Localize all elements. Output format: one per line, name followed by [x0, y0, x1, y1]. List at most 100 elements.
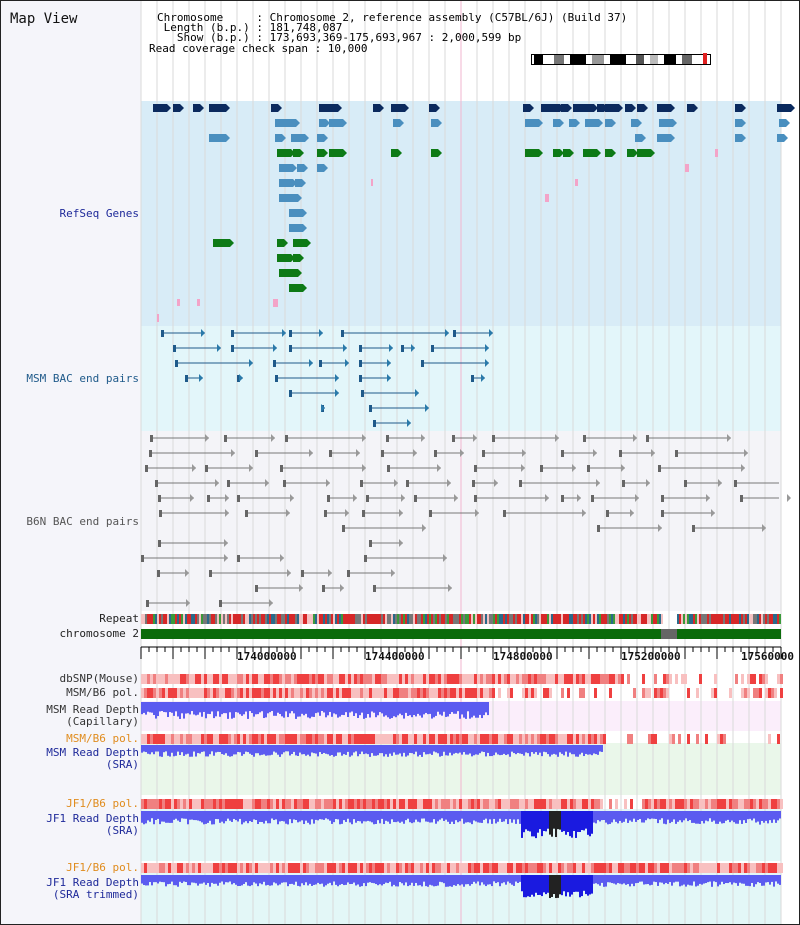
bac-end-arrow — [340, 584, 344, 592]
gene-feature — [297, 164, 304, 172]
bac-end-marker — [237, 495, 240, 502]
jf1-b6-pol-label[interactable]: JF1/B6 pol. — [66, 797, 139, 810]
jf1-b6-pol-trimmed-band — [762, 863, 765, 873]
b6n-bac-end-pairs-label[interactable]: B6N BAC end pairs — [26, 515, 139, 528]
msm-depth-sra-bar — [451, 745, 453, 756]
jf1-b6-pol-trimmed-band — [501, 863, 504, 873]
jf1-b6-pol-trimmed-band — [219, 863, 222, 873]
msm-depth-capillary-bar — [273, 702, 275, 716]
jf1-read-depth-sra-label[interactable]: JF1 Read Depth (SRA) — [46, 812, 139, 837]
jf1-depth-sra-bar — [151, 811, 153, 819]
repeat-band — [555, 614, 557, 624]
msm-depth-capillary-bar — [395, 702, 397, 718]
msm-depth-capillary-bar — [263, 702, 265, 719]
jf1-depth-trimmed-bar — [363, 875, 365, 884]
msm-b6-pol-band — [729, 688, 732, 698]
jf1-b6-pol-trimmed-band — [462, 863, 465, 873]
dbsnp-label[interactable]: dbSNP(Mouse) — [59, 672, 139, 685]
jf1-depth-trimmed-bar — [631, 875, 633, 884]
jf1-b6-pol-band — [387, 799, 390, 809]
repeat-band — [739, 614, 741, 624]
gene-feature — [631, 119, 638, 127]
msm-depth-sra-bar — [395, 745, 397, 755]
msm-read-depth-capillary-label[interactable]: MSM Read Depth (Capillary) — [46, 703, 139, 728]
jf1-b6-pol-band — [558, 799, 561, 809]
jf1-depth-trimmed-bar — [395, 875, 397, 887]
msm-bac-end-pairs-label[interactable]: MSM BAC end pairs — [26, 372, 139, 385]
bac-end-marker — [283, 480, 286, 487]
dbsnp-density-band — [279, 674, 282, 684]
jf1-depth-sra-bar — [545, 811, 547, 832]
repeat-band — [195, 614, 197, 624]
bac-end-arrow — [249, 464, 253, 472]
repeat-label[interactable]: Repeat — [99, 612, 139, 625]
jf1-b6-pol-trimmed-band — [666, 863, 669, 873]
msm-b6-pol-band — [426, 688, 429, 698]
gene-strand-arrow — [560, 119, 564, 127]
msm-b6-pol-band — [228, 688, 231, 698]
gene-feature — [289, 224, 303, 232]
msm-depth-capillary-bar — [241, 702, 243, 716]
jf1-b6-pol-band — [393, 799, 396, 809]
jf1-b6-pol-band — [759, 799, 762, 809]
jf1-depth-trimmed-bar — [419, 875, 421, 886]
jf1-b6-pol-trimmed-band — [441, 863, 444, 873]
chromosome-label[interactable]: chromosome 2 — [59, 627, 139, 640]
jf1-b6-pol-trimmed-band — [234, 863, 237, 873]
jf1-depth-trimmed-bar — [291, 875, 293, 884]
msm-b6-pol-band — [648, 688, 651, 698]
jf1-b6-pol-trimmed-band — [333, 863, 336, 873]
msm-depth-capillary-bar — [235, 702, 237, 713]
jf1-depth-trimmed-bar — [247, 875, 249, 886]
msm-b6-pol-sra-label[interactable]: MSM/B6 pol. — [66, 732, 139, 745]
bac-end-marker — [227, 480, 230, 487]
dbsnp-density-band — [264, 674, 267, 684]
jf1-depth-trimmed-bar — [313, 875, 315, 885]
msm-depth-sra-bar — [407, 745, 409, 756]
repeat-band — [493, 614, 495, 624]
jf1-b6-pol-trimmed-band — [324, 863, 327, 873]
msm-depth-capillary-bar — [149, 702, 151, 713]
jf1-depth-sra-bar — [217, 811, 219, 820]
jf1-depth-trimmed-bar — [501, 875, 503, 884]
jf1-depth-trimmed-bar — [235, 875, 237, 885]
jf1-depth-sra-bar — [209, 811, 211, 821]
msm-depth-sra-bar — [455, 745, 457, 753]
msm-b6-pol-band — [201, 688, 204, 698]
jf1-depth-sra-bar — [347, 811, 349, 819]
msm-depth-sra-bar — [461, 745, 463, 755]
jf1-depth-sra-bar — [311, 811, 313, 820]
msm-b6-pol-label[interactable]: MSM/B6 pol. — [66, 686, 139, 699]
bac-end-arrow — [577, 494, 581, 502]
jf1-depth-trimmed-bar — [273, 875, 275, 883]
bac-end-marker — [661, 510, 664, 517]
repeat-band — [607, 614, 609, 624]
msm-read-depth-sra-label[interactable]: MSM Read Depth (SRA) — [46, 746, 139, 771]
jf1-b6-pol-trimmed-band — [381, 863, 384, 873]
msm-b6-pol-sra-band — [555, 734, 558, 744]
msm-depth-capillary-bar — [229, 702, 231, 713]
jf1-depth-trimmed-bar — [611, 875, 613, 884]
msm-b6-pol-band — [366, 688, 369, 698]
jf1-depth-trimmed-bar — [295, 875, 297, 882]
msm-depth-sra-bar — [515, 745, 517, 755]
bac-end-marker — [591, 495, 594, 502]
jf1-b6-pol-band — [369, 799, 372, 809]
repeat-band — [197, 614, 199, 624]
gene-strand-arrow — [305, 134, 309, 142]
jf1-depth-sra-bar — [495, 811, 497, 824]
jf1-b6-pol-trimmed-label[interactable]: JF1/B6 pol. — [66, 861, 139, 874]
gene-feature — [209, 104, 223, 112]
jf1-depth-trimmed-bar — [667, 875, 669, 884]
msm-depth-sra-bar — [359, 745, 361, 755]
msm-depth-sra-bar — [465, 745, 467, 755]
jf1-read-depth-trimmed-label[interactable]: JF1 Read Depth (SRA trimmed) — [46, 876, 139, 901]
jf1-b6-pol-trimmed-band — [561, 863, 564, 873]
chromosome-ideogram[interactable] — [531, 53, 711, 65]
refseq-genes-label[interactable]: RefSeq Genes — [59, 207, 139, 220]
jf1-depth-trimmed-bar — [307, 875, 309, 886]
jf1-b6-pol-band — [321, 799, 324, 809]
dbsnp-density-band — [612, 674, 615, 684]
bac-end-marker — [359, 360, 362, 367]
msm-b6-pol-sra-band — [480, 734, 483, 744]
